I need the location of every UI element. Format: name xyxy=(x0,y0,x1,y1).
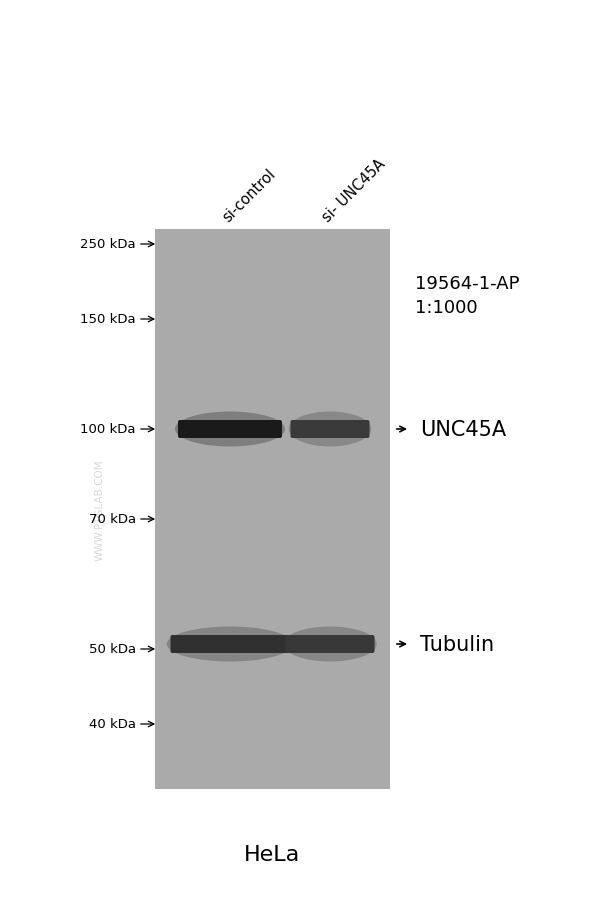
Bar xyxy=(155,230,390,789)
Ellipse shape xyxy=(175,412,285,447)
Ellipse shape xyxy=(288,412,371,447)
Text: 40 kDa: 40 kDa xyxy=(89,718,136,731)
Text: 250 kDa: 250 kDa xyxy=(81,238,136,252)
Text: 70 kDa: 70 kDa xyxy=(89,513,136,526)
Ellipse shape xyxy=(283,627,377,662)
FancyBboxPatch shape xyxy=(285,635,375,653)
Text: Tubulin: Tubulin xyxy=(420,634,494,654)
Text: 19564-1-AP
1:1000: 19564-1-AP 1:1000 xyxy=(415,275,519,317)
Text: UNC45A: UNC45A xyxy=(420,419,506,439)
FancyBboxPatch shape xyxy=(170,635,290,653)
Text: si- UNC45A: si- UNC45A xyxy=(319,156,388,225)
Text: 150 kDa: 150 kDa xyxy=(81,313,136,327)
Text: WWW.PTGLAB.COM: WWW.PTGLAB.COM xyxy=(95,459,105,560)
Ellipse shape xyxy=(167,627,293,662)
FancyBboxPatch shape xyxy=(290,420,370,438)
Text: 100 kDa: 100 kDa xyxy=(81,423,136,436)
Text: si-control: si-control xyxy=(219,166,278,225)
Text: HeLa: HeLa xyxy=(244,844,300,864)
Text: 50 kDa: 50 kDa xyxy=(89,643,136,656)
FancyBboxPatch shape xyxy=(178,420,282,438)
